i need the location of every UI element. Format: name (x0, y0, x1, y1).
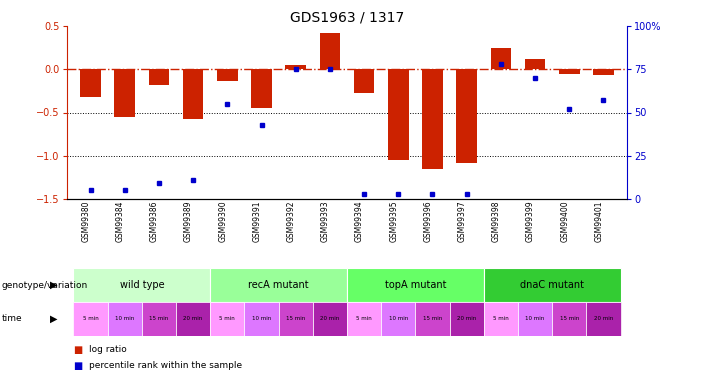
Text: GDS1963 / 1317: GDS1963 / 1317 (290, 10, 404, 24)
Bar (74, 302, 108, 336)
Bar (176, 302, 210, 336)
Text: 10 min: 10 min (252, 316, 271, 321)
Text: GSM99389: GSM99389 (184, 201, 193, 242)
Text: 20 min: 20 min (457, 316, 476, 321)
Bar (491, 48, 511, 69)
Bar (74, 268, 210, 302)
Text: GSM99386: GSM99386 (150, 201, 159, 242)
Bar (114, 69, 135, 117)
Text: 15 min: 15 min (149, 316, 168, 321)
Text: ■: ■ (74, 361, 83, 370)
Bar (210, 302, 245, 336)
Text: GSM99397: GSM99397 (458, 201, 467, 242)
Bar (313, 302, 347, 336)
Bar (456, 69, 477, 162)
Text: GSM99390: GSM99390 (218, 201, 227, 242)
Bar (586, 302, 620, 336)
Bar (593, 69, 613, 75)
Text: 5 min: 5 min (356, 316, 372, 321)
Bar (484, 302, 518, 336)
Text: GSM99384: GSM99384 (116, 201, 125, 242)
Bar (108, 302, 142, 336)
Bar (484, 268, 620, 302)
Text: GSM99401: GSM99401 (594, 201, 604, 242)
Text: GSM99399: GSM99399 (526, 201, 535, 242)
Bar (81, 69, 101, 97)
Bar (388, 69, 409, 160)
Bar (347, 268, 484, 302)
Bar (347, 302, 381, 336)
Bar (525, 59, 545, 69)
Text: 10 min: 10 min (526, 316, 545, 321)
Text: wild type: wild type (119, 280, 164, 290)
Text: GSM99396: GSM99396 (423, 201, 433, 242)
Text: 20 min: 20 min (320, 316, 339, 321)
Text: GSM99380: GSM99380 (81, 201, 90, 242)
Bar (381, 302, 416, 336)
Text: 15 min: 15 min (286, 316, 306, 321)
Text: GSM99398: GSM99398 (492, 201, 501, 242)
Bar (559, 69, 580, 74)
Text: 15 min: 15 min (559, 316, 579, 321)
Text: ▶: ▶ (50, 280, 57, 290)
Text: 20 min: 20 min (184, 316, 203, 321)
Bar (210, 268, 347, 302)
Text: GSM99400: GSM99400 (560, 201, 569, 242)
Text: genotype/variation: genotype/variation (1, 280, 88, 290)
Bar (449, 302, 484, 336)
Bar (416, 302, 449, 336)
Text: 5 min: 5 min (219, 316, 236, 321)
Bar (245, 302, 278, 336)
Text: recA mutant: recA mutant (248, 280, 309, 290)
Text: time: time (1, 314, 22, 323)
Bar (149, 69, 169, 85)
Text: 20 min: 20 min (594, 316, 613, 321)
Text: GSM99391: GSM99391 (252, 201, 261, 242)
Text: 10 min: 10 min (388, 316, 408, 321)
Bar (518, 302, 552, 336)
Bar (354, 69, 374, 93)
Text: topA mutant: topA mutant (385, 280, 446, 290)
Text: ▶: ▶ (50, 314, 57, 324)
Bar (278, 302, 313, 336)
Bar (552, 302, 586, 336)
Text: GSM99393: GSM99393 (321, 201, 330, 242)
Bar (217, 69, 238, 81)
Bar (285, 65, 306, 69)
Text: 10 min: 10 min (115, 316, 135, 321)
Bar (320, 33, 340, 69)
Text: GSM99394: GSM99394 (355, 201, 364, 242)
Bar (183, 69, 203, 119)
Text: GSM99392: GSM99392 (287, 201, 296, 242)
Text: 15 min: 15 min (423, 316, 442, 321)
Text: 5 min: 5 min (493, 316, 509, 321)
Bar (251, 69, 272, 108)
Text: log ratio: log ratio (89, 345, 127, 354)
Text: 5 min: 5 min (83, 316, 98, 321)
Text: GSM99395: GSM99395 (389, 201, 398, 242)
Bar (422, 69, 443, 169)
Text: dnaC mutant: dnaC mutant (520, 280, 584, 290)
Text: ■: ■ (74, 345, 83, 354)
Bar (142, 302, 176, 336)
Text: percentile rank within the sample: percentile rank within the sample (89, 361, 242, 370)
